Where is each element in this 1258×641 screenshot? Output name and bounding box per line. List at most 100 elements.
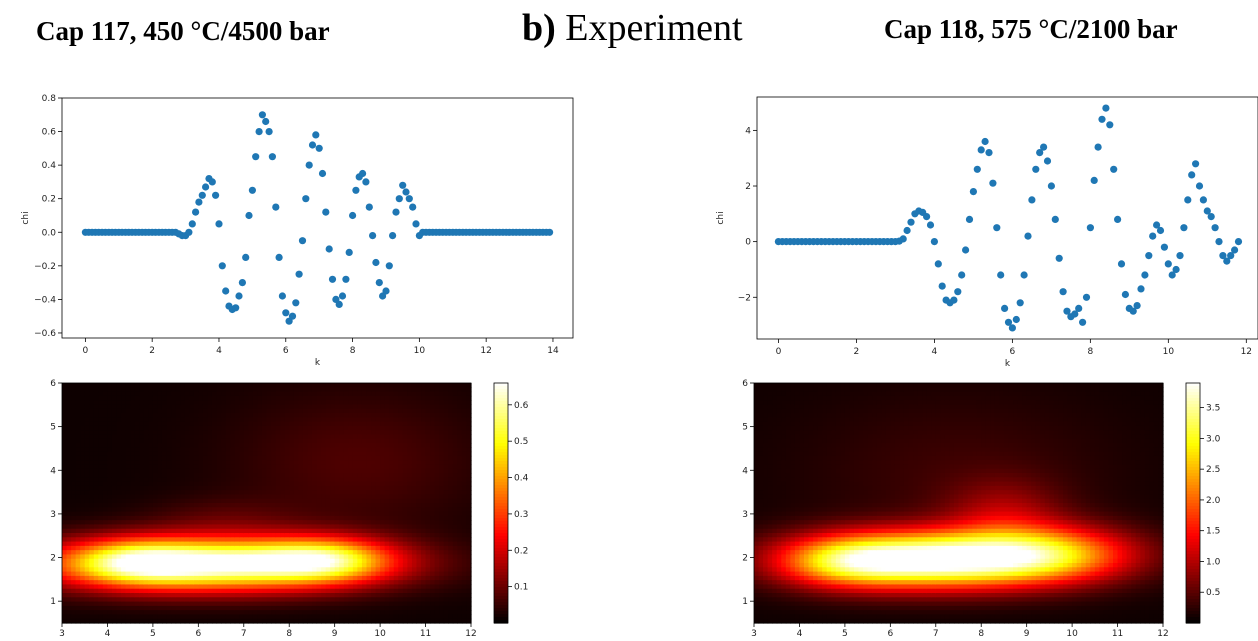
heatmap-cell <box>280 515 286 521</box>
heatmap-cell <box>62 511 68 517</box>
heatmap-cell <box>202 507 209 513</box>
heatmap-cell <box>248 413 254 418</box>
heatmap-cell <box>180 494 186 500</box>
heatmap-cell <box>221 490 227 496</box>
heatmap-cell <box>284 395 290 401</box>
heatmap-cell <box>161 554 168 560</box>
heatmap-cell <box>71 545 77 551</box>
heatmap-cell <box>430 618 436 624</box>
heatmap-cell <box>302 438 308 444</box>
heatmap-cell <box>352 443 358 448</box>
heatmap-cell <box>266 580 272 586</box>
heatmap-cell <box>66 511 72 517</box>
heatmap-cell <box>261 485 268 491</box>
data-point <box>235 292 243 300</box>
heatmap-cell <box>325 618 331 624</box>
heatmap-cell <box>239 425 245 431</box>
heatmap-cell <box>148 387 154 393</box>
heatmap-cell <box>143 520 149 526</box>
heatmap-cell <box>348 601 354 607</box>
heatmap-cell <box>398 438 404 444</box>
heatmap-cell <box>298 580 304 586</box>
heatmap-cell <box>421 498 427 504</box>
heatmap-cell <box>275 597 281 603</box>
heatmap-cell <box>425 451 431 457</box>
heatmap-cell <box>125 528 131 534</box>
data-point <box>1063 307 1071 315</box>
heatmap-cell <box>171 421 177 427</box>
heatmap-cell <box>84 507 90 513</box>
heatmap-cell <box>266 434 272 440</box>
heatmap-cell <box>275 408 281 414</box>
heatmap-cell <box>321 473 327 478</box>
heatmap-cell <box>116 520 122 526</box>
heatmap-cell <box>207 515 213 521</box>
heatmap-cell <box>189 383 195 388</box>
heatmap-cell <box>343 533 349 538</box>
heatmap-cell <box>371 391 377 397</box>
heatmap-cell <box>289 618 295 624</box>
heatmap-cell <box>330 524 336 530</box>
heatmap-cell <box>271 571 277 577</box>
heatmap-cell <box>389 588 395 594</box>
heatmap-cell <box>348 434 354 440</box>
data-point <box>232 304 240 312</box>
heatmap-cell <box>166 618 172 624</box>
heatmap-cell <box>89 610 95 616</box>
heatmap-cell <box>189 528 195 534</box>
heatmap-cell <box>307 528 313 534</box>
heatmap-cell <box>271 597 277 603</box>
heatmap-cell <box>311 580 318 586</box>
heatmap-cell <box>221 541 227 547</box>
heatmap-cell <box>157 438 163 444</box>
heatmap-cell <box>234 567 240 573</box>
heatmap-cell <box>98 455 104 461</box>
heatmap-cell <box>339 584 345 590</box>
heatmap-cell <box>430 447 436 453</box>
heatmap-cell <box>398 601 404 607</box>
heatmap-cell <box>298 481 304 487</box>
heatmap-cell <box>384 567 390 573</box>
heatmap-cell <box>361 430 368 436</box>
heatmap-cell <box>84 588 90 594</box>
heatmap-cell <box>389 593 395 598</box>
heatmap-cell <box>139 597 145 603</box>
heatmap-cell <box>166 417 172 423</box>
heatmap-cell <box>275 537 281 543</box>
data-point <box>1160 243 1168 251</box>
heatmap-cell <box>348 481 354 487</box>
heatmap-cell <box>261 520 268 526</box>
heatmap-cell <box>261 447 268 453</box>
heatmap-cell <box>393 541 399 547</box>
heatmap-cell <box>375 477 381 483</box>
heatmap-cell <box>166 515 172 521</box>
heatmap-cell <box>439 434 445 440</box>
heatmap-cell <box>107 387 113 393</box>
heatmap-cell <box>111 588 118 594</box>
heatmap-cell <box>257 417 263 423</box>
data-point <box>1079 318 1087 326</box>
heatmap-cell <box>211 567 218 573</box>
heatmap-cell <box>271 503 277 508</box>
heatmap-cell <box>143 567 149 573</box>
heatmap-cell <box>239 395 245 401</box>
heatmap-cell <box>98 438 104 444</box>
heatmap-cell <box>361 584 368 590</box>
heatmap-cell <box>357 481 363 487</box>
heatmap-cell <box>189 438 195 444</box>
heatmap-cell <box>343 498 349 504</box>
heatmap-cell <box>366 434 372 440</box>
heatmap-cell <box>125 468 131 474</box>
heatmap-cell <box>330 550 336 556</box>
heatmap-cell <box>157 408 163 414</box>
heatmap-cell <box>302 485 308 491</box>
heatmap-cell <box>248 468 254 474</box>
heatmap-cell <box>193 481 199 487</box>
heatmap-cell <box>116 597 122 603</box>
heatmap-cell <box>121 618 127 624</box>
heatmap-cell <box>139 425 145 431</box>
heatmap-cell <box>421 421 427 427</box>
heatmap-cell <box>302 455 308 461</box>
heatmap-cell <box>339 477 345 483</box>
heatmap-cell <box>198 533 204 538</box>
